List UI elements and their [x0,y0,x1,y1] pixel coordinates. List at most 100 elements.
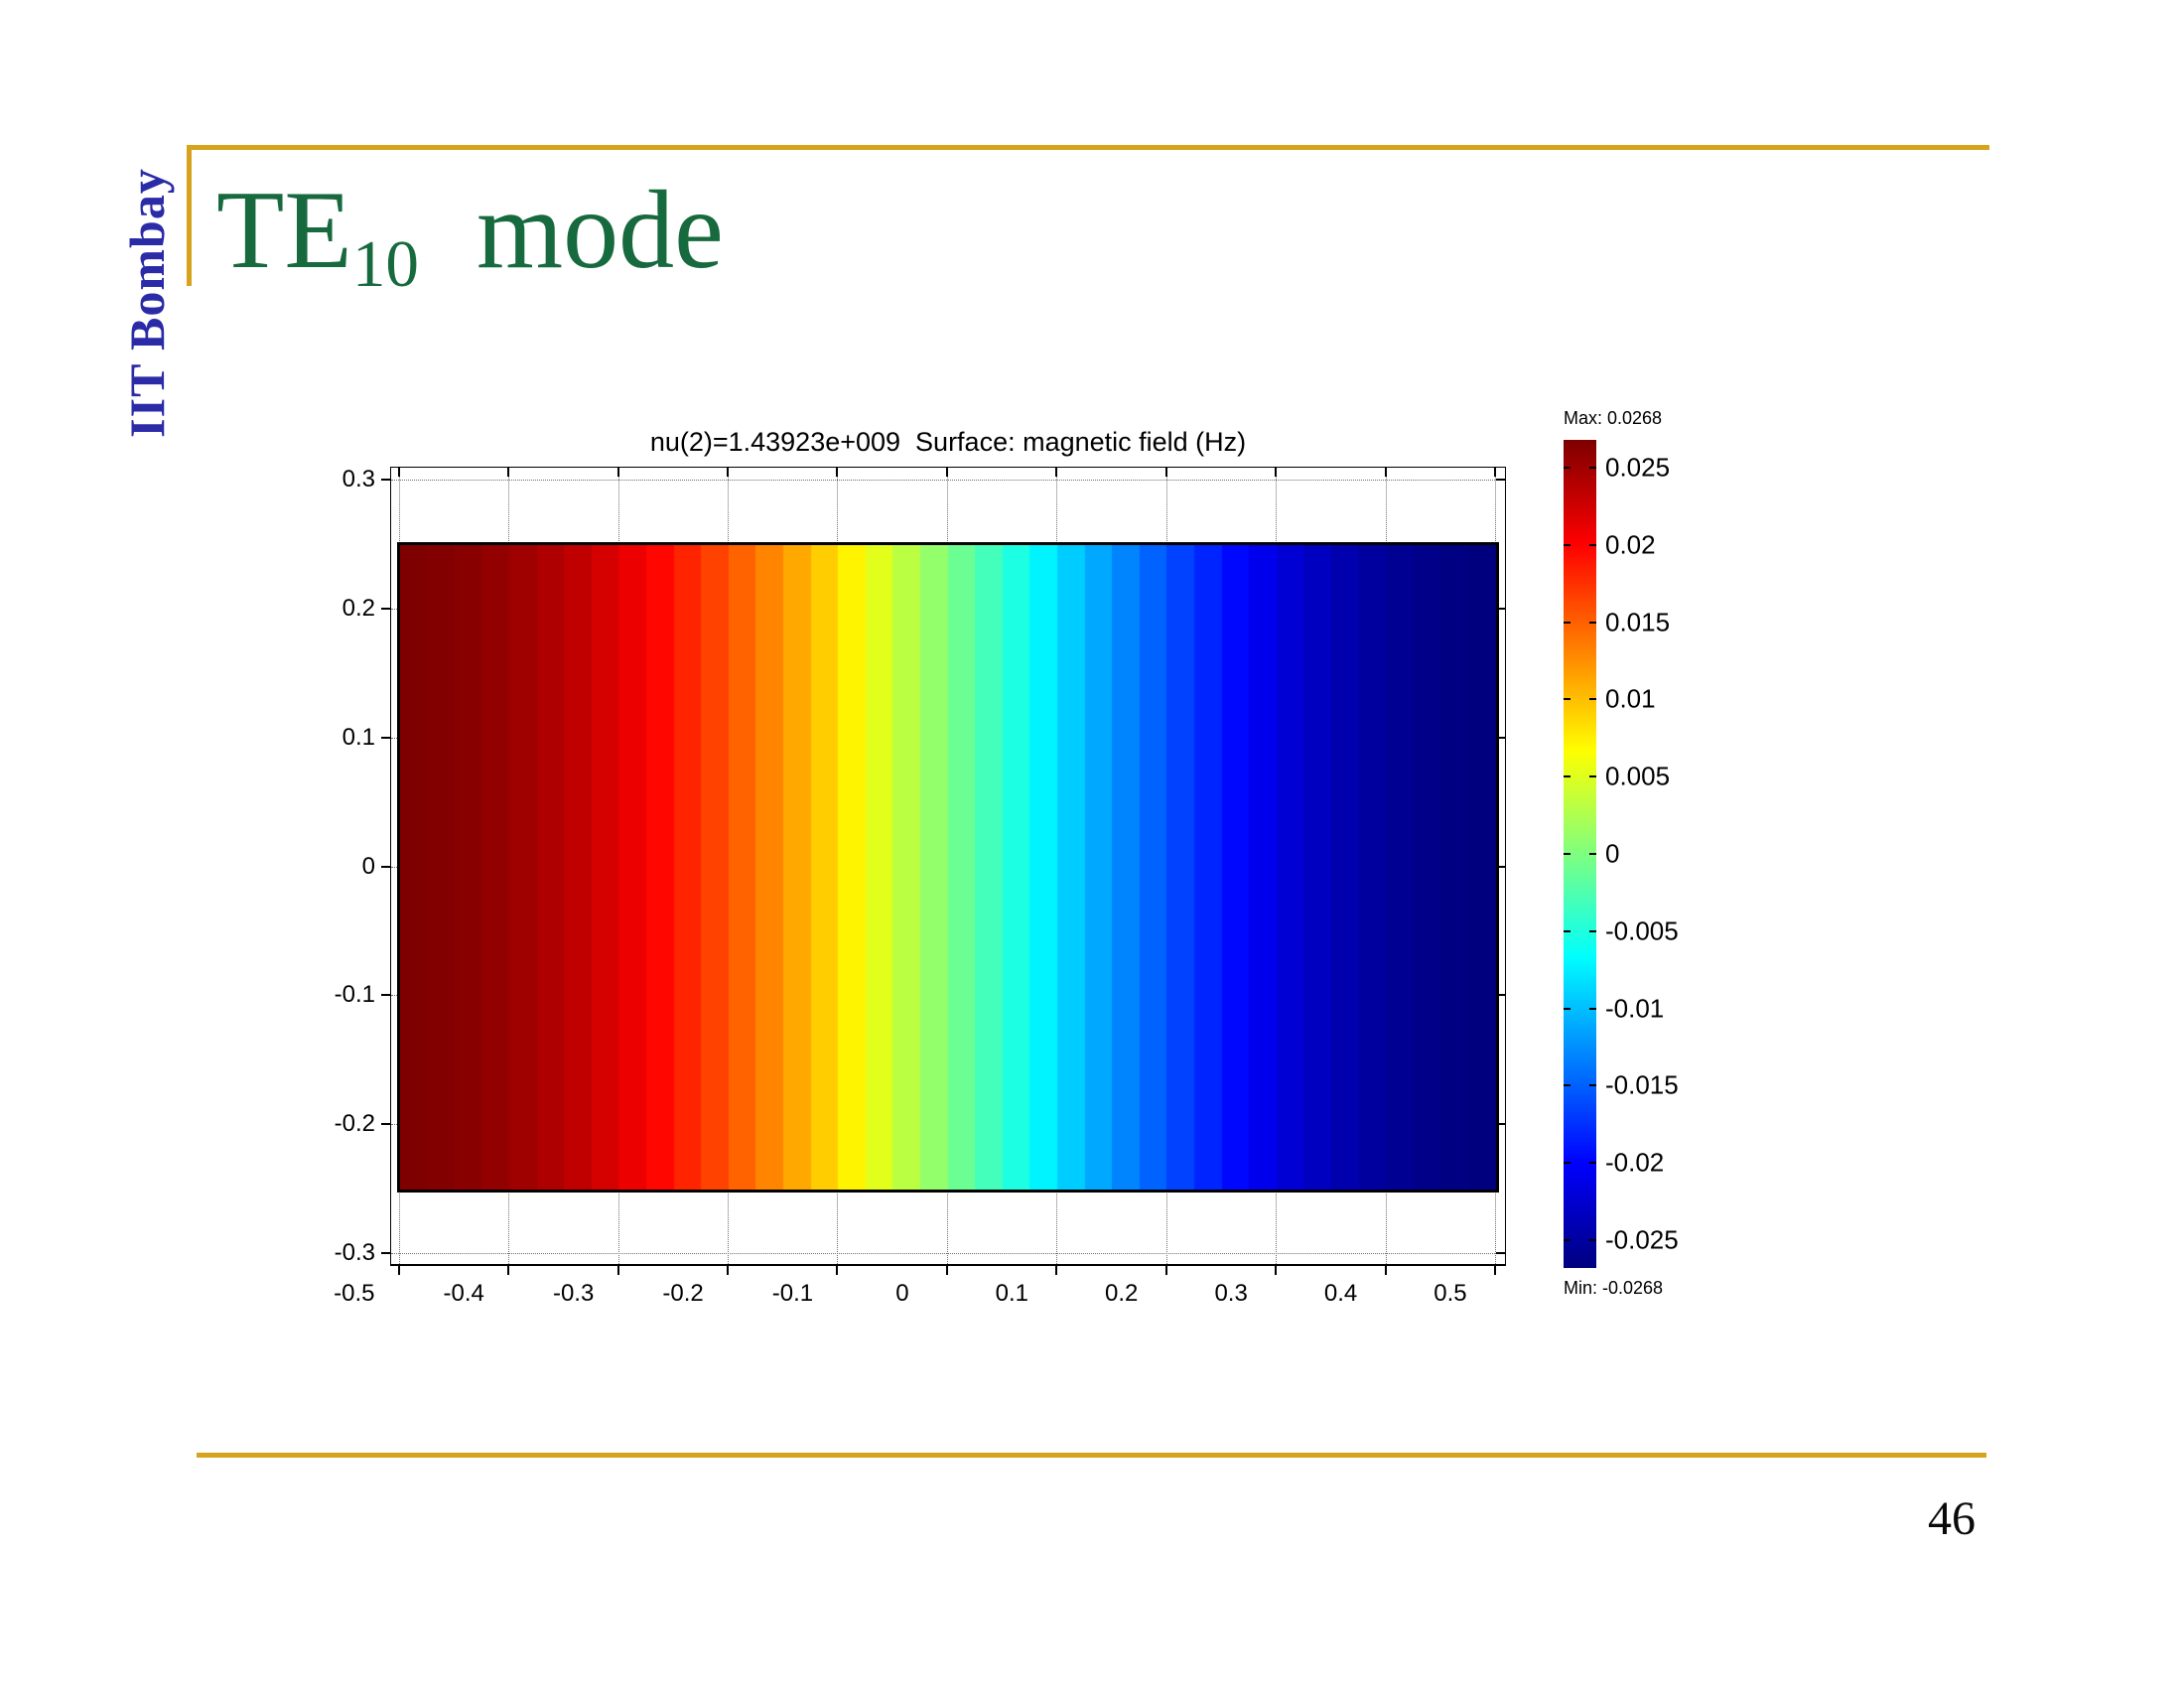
x-axis-label-0.3: 0.3 [1214,1280,1248,1307]
y-tick-0.2 [381,607,390,610]
x-tick--0.5 [397,1266,400,1275]
colorbar-label-0.015: 0.015 [1605,607,1671,637]
x-tick--0.4 [507,1266,510,1275]
y-axis-label--0.2: -0.2 [334,1110,375,1138]
colorbar-tick-0-left [1564,853,1570,855]
y-tick-right--0.1 [1496,994,1505,997]
y-tick-right-0.2 [1496,607,1505,610]
colorbar-tick-0.02-right [1589,543,1596,546]
surface-heatmap [396,541,1499,1193]
y-tick-right-0.1 [1496,736,1505,739]
x-tick-0.2 [1164,1266,1167,1275]
x-tick-top-0.1 [1055,468,1058,477]
x-tick-top-0.4 [1384,468,1387,477]
colorbar-label--0.025: -0.025 [1605,1224,1679,1255]
x-tick--0.3 [616,1266,619,1275]
x-axis-label-0.5: 0.5 [1433,1280,1467,1307]
colorbar-tick--0.02-left [1564,1162,1570,1165]
x-axis-label--0.1: -0.1 [771,1280,814,1307]
colorbar-label--0.01: -0.01 [1605,993,1665,1024]
colorbar-min-label: Min: -0.0268 [1564,1278,1664,1298]
colorbar-tick-0.005-right [1589,775,1596,778]
y-tick-right-0 [1496,865,1505,868]
x-tick-top-0.2 [1164,468,1167,477]
colorbar-tick--0.015-left [1564,1084,1570,1087]
y-tick--0.1 [381,994,390,997]
x-axis-label-0.2: 0.2 [1105,1280,1139,1307]
y-tick-right-0.3 [1496,478,1505,481]
x-tick-top--0.5 [397,468,400,477]
colorbar-tick--0.005-right [1589,929,1596,932]
x-axis-label-0.1: 0.1 [995,1280,1028,1307]
x-axis-label--0.4: -0.4 [443,1280,484,1307]
y-axis-label-0: 0 [361,852,375,880]
colorbar-label--0.02: -0.02 [1605,1147,1665,1178]
colorbar-tick--0.02-right [1589,1162,1596,1165]
y-axis-label-0.2: 0.2 [341,594,375,622]
colorbar-label-0.005: 0.005 [1605,761,1671,791]
colorbar-label-0: 0 [1605,838,1620,869]
colorbar-tick-0.025-left [1564,467,1570,469]
x-axis-label--0.3: -0.3 [552,1280,595,1307]
x-tick--0.2 [727,1266,730,1275]
colorbar-tick--0.025-left [1564,1238,1570,1241]
page-number: 46 [1928,1492,1976,1545]
y-axis-label--0.3: -0.3 [334,1239,375,1267]
colorbar-tick--0.01-right [1589,1007,1596,1010]
x-tick-0.4 [1384,1266,1387,1275]
colorbar-tick-0.01-right [1589,698,1596,701]
colorbar-tick-0.015-right [1589,621,1596,624]
y-tick--0.3 [381,1252,390,1255]
colorbar-tick-0.02-left [1564,543,1570,546]
slide-title-main: TE [216,169,352,292]
colorbar-max-label: Max: 0.0268 [1564,408,1663,428]
colorbar-tick-0.01-left [1564,698,1570,701]
y-tick-0.1 [381,736,390,739]
colorbar-tick--0.025-right [1589,1238,1596,1241]
x-tick-0.3 [1275,1266,1278,1275]
colorbar-label-0.02: 0.02 [1605,529,1656,560]
x-axis-label--0.5: -0.5 [334,1280,375,1307]
slide-title-suffix: mode [477,169,724,292]
colorbar-tick-0.025-right [1589,467,1596,469]
colorbar-label-0.025: 0.025 [1605,452,1671,483]
colorbar-tick-0.005-left [1564,775,1570,778]
y-tick-right--0.3 [1496,1252,1505,1255]
x-tick-0.1 [1055,1266,1058,1275]
y-tick-right--0.2 [1496,1123,1505,1126]
y-axis-label-0.1: 0.1 [341,723,375,751]
colorbar-tick--0.015-right [1589,1084,1596,1087]
y-tick--0.2 [381,1123,390,1126]
title-gold-corner-rule [187,145,192,286]
x-axis-label-0: 0 [895,1280,909,1307]
x-tick-top--0.4 [507,468,510,477]
y-tick-0.3 [381,478,390,481]
x-tick-top-0 [945,468,948,477]
gridline-y--0.3 [391,1253,1505,1255]
y-axis-label-0.3: 0.3 [341,465,375,492]
plot-axes [390,467,1506,1266]
bottom-gold-rule [197,1453,1986,1458]
slide-title: TE10 mode [216,167,724,297]
x-tick-top-0.3 [1275,468,1278,477]
x-tick-top--0.2 [727,468,730,477]
plot-title: nu(2)=1.43923e+009 Surface: magnetic fie… [649,427,1247,457]
colorbar-label-0.01: 0.01 [1605,683,1656,714]
colorbar-tick-0.015-left [1564,621,1570,624]
x-tick-top--0.1 [836,468,839,477]
x-axis-label--0.2: -0.2 [662,1280,704,1307]
y-tick-0 [381,865,390,868]
x-tick-0 [945,1266,948,1275]
top-gold-rule [187,145,1989,150]
x-axis-label-0.4: 0.4 [1323,1280,1358,1307]
surface-canvas [399,544,1496,1190]
y-axis-label--0.1: -0.1 [334,981,375,1009]
x-tick-0.5 [1493,1266,1496,1275]
x-tick-top--0.3 [616,468,619,477]
colorbar-tick--0.01-left [1564,1007,1570,1010]
institute-name: IIT Bombay [119,168,175,438]
slide-title-subscript: 10 [351,225,420,301]
x-tick--0.1 [836,1266,839,1275]
colorbar-label--0.015: -0.015 [1605,1069,1679,1100]
